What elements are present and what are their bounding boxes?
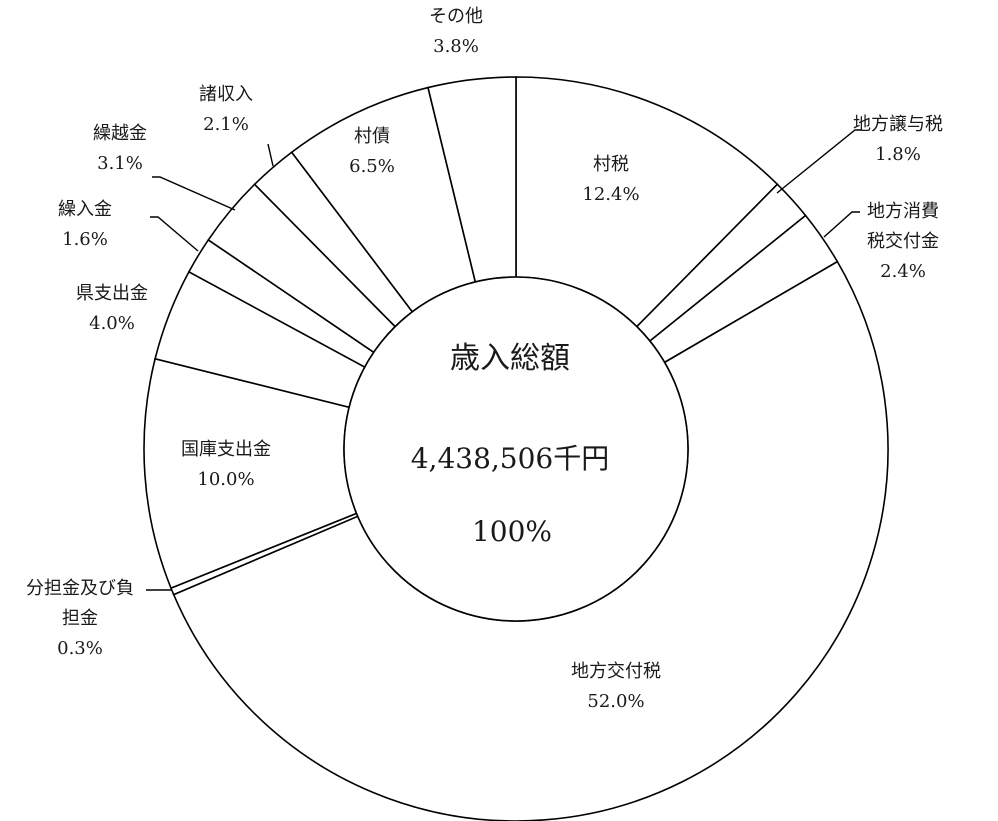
slice-label-6: 国庫支出金 10.0%	[181, 439, 271, 490]
slice-category-text: 税交付金	[867, 231, 939, 252]
slice-value-text: 2.4%	[880, 261, 926, 282]
slice-category-text: 地方譲与税	[853, 114, 943, 135]
leader-line-10	[267, 143, 274, 167]
donut-hole	[343, 276, 689, 622]
slice-value-text: 1.8%	[875, 144, 921, 165]
slice-category-text: 地方交付税	[571, 661, 661, 682]
slice-value-text: 3.8%	[433, 36, 479, 57]
center-percent: 100%	[472, 515, 552, 548]
slice-category-text: その他	[429, 6, 483, 27]
slice-labels: 村税 12.4% 地方譲与税 1.8% 地方消費税交付金 2.4% 地方交付税 52.0% 分担…	[26, 6, 943, 712]
slice-value-text: 4.0%	[89, 313, 135, 334]
slice-label-7: 県支出金 4.0%	[76, 283, 148, 334]
leader-line-2	[776, 129, 862, 194]
leader-line-3	[823, 211, 860, 238]
slice-value-text: 2.1%	[203, 114, 249, 135]
slice-label-4: 地方交付税 52.0%	[571, 661, 661, 712]
slice-category-text: 担金	[62, 608, 98, 629]
slice-label-10: 諸収入 2.1%	[199, 84, 253, 135]
slice-category-text: 村債	[354, 126, 390, 147]
slice-label-5: 分担金及び負担金 0.3%	[26, 578, 134, 659]
slice-category-text: 繰越金	[93, 123, 147, 144]
leader-line-9	[152, 176, 236, 211]
slice-label-9: 繰越金 3.1%	[93, 123, 147, 174]
slice-category-text: 諸収入	[199, 84, 253, 105]
slice-label-2: 地方譲与税 1.8%	[853, 114, 943, 165]
slice-label-8: 繰入金 1.6%	[58, 199, 112, 250]
slice-value-text: 6.5%	[349, 156, 395, 177]
donut-slices	[143, 76, 889, 821]
slice-value-text: 0.3%	[57, 638, 103, 659]
slice-label-1: 村税 12.4%	[582, 154, 639, 205]
leader-line-8	[150, 216, 199, 252]
slice-category-text: 地方消費	[867, 201, 939, 222]
slice-category-text: 国庫支出金	[181, 439, 271, 460]
slice-category-text: 村税	[593, 154, 629, 175]
slice-label-3: 地方消費税交付金 2.4%	[867, 201, 939, 282]
slice-value-text: 3.1%	[97, 153, 143, 174]
center-title: 歳入総額	[450, 341, 570, 376]
center-total: 4,438,506千円	[411, 442, 610, 475]
slice-label-12: その他 3.8%	[429, 6, 483, 57]
slice-label-11: 村債 6.5%	[349, 126, 395, 177]
slice-value-text: 10.0%	[197, 469, 254, 490]
slice-value-text: 12.4%	[582, 184, 639, 205]
slice-category-text: 分担金及び負	[26, 578, 134, 599]
slice-value-text: 52.0%	[587, 691, 644, 712]
leader-lines	[146, 129, 862, 591]
slice-category-text: 県支出金	[76, 283, 148, 304]
slice-value-text: 1.6%	[62, 229, 108, 250]
slice-category-text: 繰入金	[58, 199, 112, 220]
